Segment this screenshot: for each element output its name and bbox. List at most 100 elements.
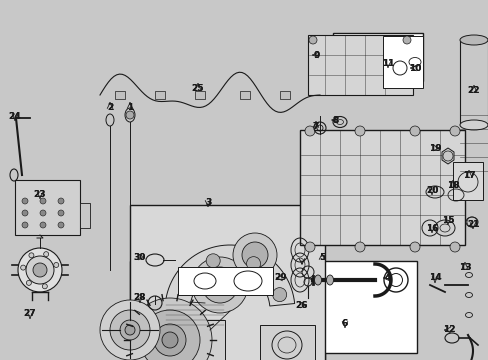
Text: 16: 16	[425, 224, 437, 233]
Circle shape	[110, 310, 150, 350]
Text: 26: 26	[295, 301, 307, 310]
Text: 2: 2	[107, 103, 113, 112]
Text: 19: 19	[428, 144, 440, 153]
Text: 1: 1	[126, 103, 133, 112]
Text: 10: 10	[408, 63, 420, 72]
Text: 25: 25	[191, 84, 204, 93]
Text: 30: 30	[134, 252, 146, 261]
Text: 11: 11	[381, 59, 393, 68]
Text: 24: 24	[9, 112, 21, 121]
Circle shape	[409, 126, 419, 136]
Text: 29: 29	[274, 274, 287, 283]
Circle shape	[43, 252, 49, 257]
Text: 25: 25	[191, 84, 204, 93]
Circle shape	[20, 265, 25, 270]
Circle shape	[232, 233, 276, 277]
Text: 22: 22	[467, 86, 479, 95]
Circle shape	[26, 256, 54, 284]
Ellipse shape	[314, 275, 321, 285]
Text: 28: 28	[134, 293, 146, 302]
Circle shape	[308, 36, 316, 44]
Circle shape	[272, 288, 286, 302]
Text: 22: 22	[467, 86, 479, 95]
Circle shape	[402, 36, 410, 44]
Circle shape	[22, 198, 28, 204]
Text: 20: 20	[425, 185, 437, 194]
Bar	[130, 205, 325, 360]
Text: 4: 4	[384, 274, 390, 283]
Circle shape	[125, 325, 135, 335]
Circle shape	[354, 126, 364, 136]
Ellipse shape	[465, 217, 477, 227]
Circle shape	[26, 280, 31, 285]
Circle shape	[246, 257, 260, 271]
Circle shape	[192, 257, 247, 313]
Circle shape	[22, 210, 28, 216]
Bar	[459, 40, 487, 125]
Bar	[307, 35, 412, 95]
Bar	[298, 261, 416, 353]
Text: 6: 6	[341, 319, 347, 328]
Text: 13: 13	[458, 262, 470, 271]
Circle shape	[40, 210, 46, 216]
Text: 9: 9	[313, 50, 320, 59]
Text: 30: 30	[134, 252, 146, 261]
Circle shape	[58, 198, 64, 204]
Text: 27: 27	[23, 310, 36, 319]
Circle shape	[58, 222, 64, 228]
Polygon shape	[441, 148, 453, 164]
Circle shape	[18, 248, 62, 292]
Text: 21: 21	[466, 220, 478, 229]
Text: 17: 17	[462, 171, 474, 180]
Text: 26: 26	[295, 301, 307, 310]
Bar	[299, 130, 464, 245]
Bar	[332, 33, 422, 81]
Text: 24: 24	[9, 112, 21, 121]
Text: 3: 3	[204, 198, 211, 207]
Text: 16: 16	[425, 224, 437, 233]
Bar	[15, 180, 80, 235]
Circle shape	[40, 198, 46, 204]
Text: 15: 15	[441, 216, 453, 225]
Text: 23: 23	[34, 189, 46, 198]
Circle shape	[29, 253, 34, 258]
Text: 12: 12	[442, 325, 454, 334]
Ellipse shape	[106, 114, 114, 126]
Text: 2: 2	[107, 103, 113, 112]
Text: 1: 1	[126, 103, 133, 112]
Text: 7: 7	[312, 122, 319, 131]
Circle shape	[305, 242, 314, 252]
Polygon shape	[165, 245, 294, 306]
Circle shape	[409, 242, 419, 252]
Circle shape	[58, 210, 64, 216]
Circle shape	[354, 242, 364, 252]
Text: 29: 29	[274, 274, 287, 283]
Bar	[195, 91, 204, 99]
Circle shape	[449, 126, 459, 136]
Circle shape	[140, 310, 200, 360]
Text: 4: 4	[384, 274, 390, 283]
Circle shape	[126, 111, 134, 119]
Text: 11: 11	[381, 59, 393, 68]
Text: 28: 28	[134, 293, 146, 302]
Text: 18: 18	[446, 180, 458, 189]
Circle shape	[40, 222, 46, 228]
Circle shape	[33, 263, 47, 277]
Text: 12: 12	[442, 325, 454, 334]
Circle shape	[162, 332, 178, 348]
Circle shape	[120, 320, 140, 340]
Text: 23: 23	[34, 189, 46, 198]
Text: 21: 21	[466, 220, 478, 229]
Text: 3: 3	[204, 198, 211, 207]
Bar	[260, 325, 314, 360]
Circle shape	[42, 284, 47, 289]
Text: 5: 5	[318, 253, 325, 262]
Bar	[178, 267, 272, 295]
Bar	[80, 203, 90, 228]
Text: 9: 9	[313, 50, 320, 59]
Text: 6: 6	[341, 319, 347, 328]
Circle shape	[154, 324, 185, 356]
Bar	[115, 91, 125, 99]
Text: 27: 27	[23, 310, 36, 319]
Bar	[452, 162, 482, 200]
